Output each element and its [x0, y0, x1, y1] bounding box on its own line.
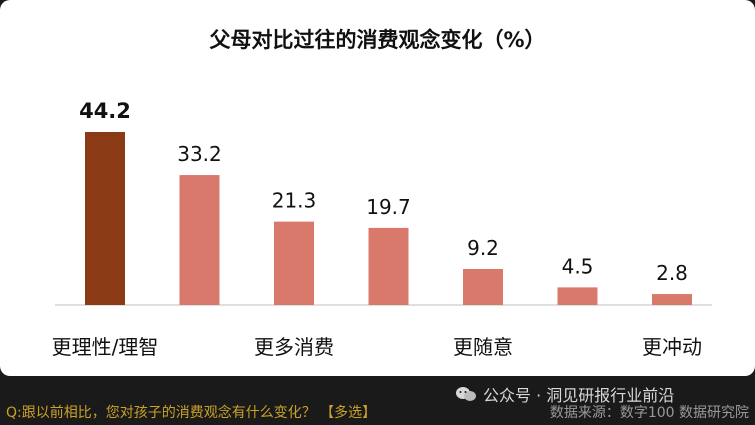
bar-2	[274, 221, 314, 305]
bar-1	[179, 175, 220, 305]
survey-question: Q:跟以前相比，您对孩子的消费观念有什么变化？ 【多选】	[6, 405, 377, 421]
category-label-2: 更多消费	[254, 335, 334, 359]
watermark: 公众号 · 洞见研报行业前沿	[455, 382, 674, 406]
data-label-4: 9.2	[467, 236, 499, 260]
watermark-text: 公众号 · 洞见研报行业前沿	[483, 386, 675, 405]
data-label-2: 21.3	[272, 189, 317, 213]
data-label-3: 19.7	[366, 195, 411, 219]
data-label-0: 44.2	[79, 99, 131, 123]
bar-6	[652, 294, 692, 305]
chart-title: 父母对比过往的消费观念变化（%）	[209, 28, 546, 52]
bar-0	[85, 132, 125, 305]
bar-4	[463, 268, 503, 305]
wechat-icon	[456, 387, 476, 401]
bar-5	[557, 287, 598, 305]
chart-card: 父母对比过往的消费观念变化（%） 44.2 更理性/理智 33.2 21.3 更多消费 1…	[0, 0, 755, 376]
data-label-6: 2.8	[656, 261, 688, 285]
footer: 公众号 · 洞见研报行业前沿 Q:跟以前相比，您对孩子的消费观念有什么变化？ 【…	[0, 376, 755, 425]
data-label-5: 4.5	[562, 254, 594, 278]
category-label-0: 更理性/理智	[52, 335, 159, 359]
data-source: 数据来源：数字100 数据研究院	[549, 405, 749, 421]
category-label-4: 更随意	[453, 335, 513, 359]
bar-chart: 44.2 更理性/理智 33.2 21.3 更多消费 19.7 9.2 更随意 4.5 2.8 更冲…	[52, 99, 712, 359]
data-label-1: 33.2	[177, 142, 222, 166]
bar-3	[368, 227, 409, 305]
category-label-6: 更冲动	[642, 335, 702, 359]
